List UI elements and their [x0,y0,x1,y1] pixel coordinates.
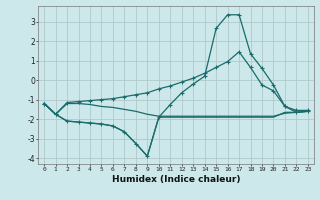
X-axis label: Humidex (Indice chaleur): Humidex (Indice chaleur) [112,175,240,184]
